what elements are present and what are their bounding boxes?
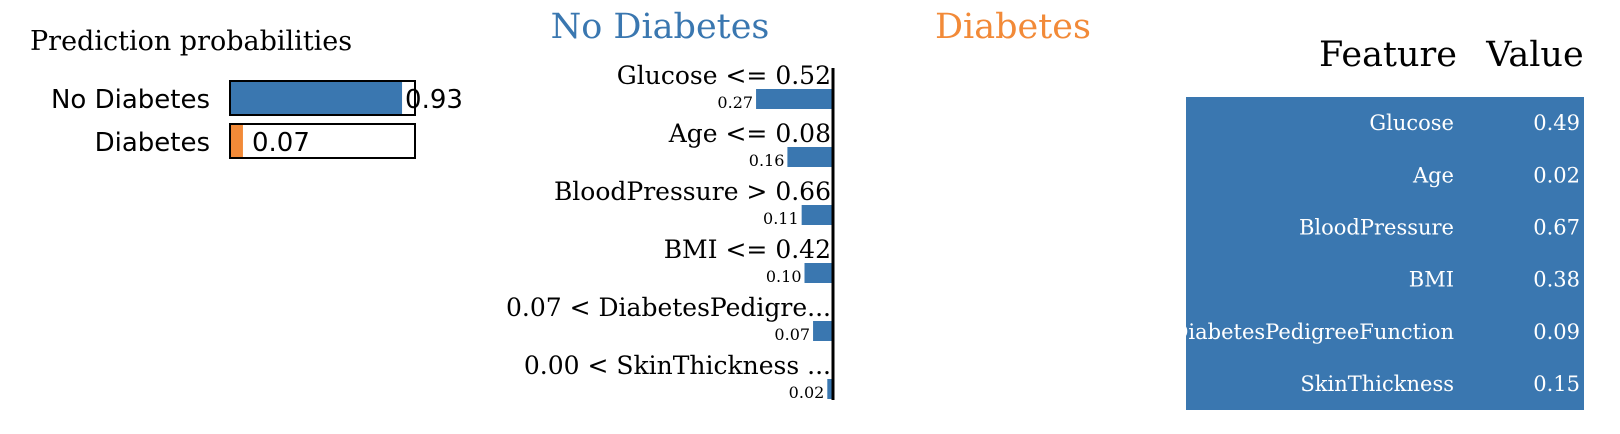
- probability-bar-no-diabetes: [230, 81, 403, 115]
- table-cell-value-glucose: 0.49: [1533, 111, 1580, 135]
- class-label-right: Diabetes: [935, 7, 1091, 47]
- probability-bars: No Diabetes 0.93 Diabetes 0.07: [51, 80, 463, 159]
- probability-label-diabetes: Diabetes: [95, 128, 210, 158]
- contribution-bars: Glucose <= 0.52 0.27 Age <= 0.08 0.16 BloodP…: [506, 61, 833, 402]
- contribution-bar-4: [813, 321, 833, 341]
- probability-frame-diabetes: [229, 123, 416, 159]
- table-cell-feature-bloodpressure: BloodPressure: [1299, 216, 1454, 240]
- prediction-probabilities-panel: Prediction probabilities No Diabetes 0.93…: [30, 26, 463, 159]
- table-cell-value-diabetespedigreefunction: 0.09: [1533, 320, 1580, 344]
- contribution-value-5: 0.02: [789, 383, 825, 402]
- contribution-bar-3: [804, 263, 833, 283]
- table-cell-feature-age: Age: [1412, 163, 1454, 187]
- table-cell-value-bmi: 0.38: [1533, 268, 1580, 292]
- contribution-bar-0: [756, 89, 833, 109]
- table-cell-value-skinthickness: 0.15: [1533, 372, 1580, 396]
- table-rows: Glucose 0.49 Age 0.02 BloodPressure 0.67 BMI 0.…: [1172, 111, 1580, 396]
- contribution-bar-1: [787, 147, 833, 167]
- table-header-value: Value: [1485, 35, 1583, 75]
- probability-frame-no-diabetes: [229, 80, 416, 116]
- contribution-value-2: 0.11: [763, 209, 799, 228]
- contribution-value-0: 0.27: [717, 93, 753, 112]
- probability-value-no-diabetes: 0.93: [405, 85, 463, 115]
- feature-contributions-panel: No Diabetes Diabetes Glucose <= 0.52 0.27…: [506, 7, 1091, 402]
- table-cell-feature-bmi: BMI: [1409, 268, 1454, 292]
- table-cell-value-age: 0.02: [1533, 163, 1580, 187]
- contribution-feature-4: 0.07 < DiabetesPedigre...: [506, 293, 831, 322]
- contribution-value-4: 0.07: [774, 325, 810, 344]
- class-label-left: No Diabetes: [551, 7, 770, 47]
- contribution-bar-5: [827, 379, 833, 399]
- contribution-feature-5: 0.00 < SkinThickness ...: [524, 351, 831, 380]
- table-cell-feature-skinthickness: SkinThickness: [1300, 372, 1454, 396]
- probability-value-diabetes: 0.07: [252, 128, 310, 158]
- contribution-feature-1: Age <= 0.08: [668, 119, 831, 148]
- table-cell-feature-diabetespedigreefunction: DiabetesPedigreeFunction: [1172, 320, 1454, 344]
- contribution-bar-2: [801, 205, 833, 225]
- contribution-feature-0: Glucose <= 0.52: [617, 61, 831, 90]
- table-cell-feature-glucose: Glucose: [1369, 111, 1454, 135]
- contribution-feature-2: BloodPressure > 0.66: [554, 177, 831, 206]
- table-background: [1186, 97, 1584, 410]
- feature-value-table: Feature Value Glucose 0.49 Age 0.02 BloodPre…: [1172, 35, 1584, 410]
- contribution-value-3: 0.10: [766, 267, 802, 286]
- table-header-feature: Feature: [1319, 35, 1457, 75]
- contribution-feature-3: BMI <= 0.42: [664, 235, 831, 264]
- contribution-value-1: 0.16: [749, 151, 785, 170]
- table-cell-value-bloodpressure: 0.67: [1533, 216, 1580, 240]
- probability-label-no-diabetes: No Diabetes: [51, 85, 210, 115]
- prediction-probabilities-title: Prediction probabilities: [30, 26, 352, 57]
- probability-bar-diabetes: [230, 124, 243, 158]
